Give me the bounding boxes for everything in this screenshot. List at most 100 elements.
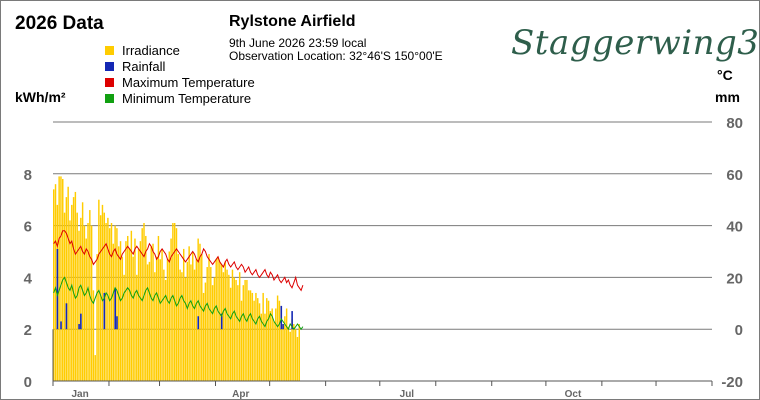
- irradiance-bar: [146, 264, 149, 381]
- right-tick-label: 40: [726, 219, 743, 236]
- irradiance-bar: [128, 248, 131, 381]
- irradiance-bar: [65, 197, 68, 381]
- irradiance-bar: [217, 256, 219, 381]
- irradiance-bar: [266, 298, 268, 381]
- rainfall-bar: [291, 311, 293, 330]
- irradiance-bar: [184, 277, 187, 381]
- left-tick-label: 0: [24, 374, 32, 391]
- left-tick-label: 4: [24, 270, 33, 287]
- rainfall-bar: [220, 313, 223, 330]
- irradiance-bar: [201, 254, 203, 381]
- irradiance-bar: [210, 267, 212, 381]
- irradiance-bar: [130, 230, 133, 381]
- rainfall-bar: [116, 316, 118, 330]
- right-tick-label: 60: [726, 167, 743, 184]
- irradiance-bar: [240, 300, 243, 381]
- irradiance-bar: [258, 303, 261, 381]
- irradiance-bar: [251, 292, 254, 381]
- x-tick-label: Jan: [71, 389, 88, 400]
- legend-swatch: [105, 62, 114, 71]
- irradiance-bar: [238, 272, 241, 381]
- irradiance-bar: [94, 355, 96, 381]
- chart-title: 2026 Data: [15, 13, 104, 34]
- irradiance-bar: [262, 292, 264, 381]
- irradiance-bar: [80, 217, 82, 381]
- irradiance-bar: [298, 324, 300, 381]
- timestamp: 9th June 2026 23:59 local: [229, 36, 367, 50]
- rainfall-bar: [80, 313, 82, 330]
- rainfall-bar: [280, 305, 283, 330]
- irradiance-bar: [204, 282, 207, 381]
- irradiance-bar: [271, 308, 273, 381]
- irradiance-bar: [213, 277, 216, 381]
- irradiance-bar: [289, 331, 291, 381]
- irradiance-bar: [276, 295, 279, 381]
- irradiance-bar: [246, 279, 248, 381]
- irradiance-bar: [83, 225, 86, 381]
- irradiance-bar: [137, 248, 140, 381]
- brand-logo: Staggerwing3: [511, 23, 760, 63]
- irradiance-bar: [141, 228, 143, 381]
- irradiance-bar: [148, 261, 151, 381]
- left-tick-label: 2: [24, 322, 32, 339]
- rainfall-bar: [78, 324, 80, 330]
- irradiance-bar: [294, 329, 297, 381]
- irradiance-bar: [242, 285, 245, 381]
- irradiance-bar: [63, 212, 66, 381]
- irradiance-bar: [190, 264, 192, 381]
- irradiance-bar: [193, 269, 196, 381]
- irradiance-bar: [280, 318, 282, 381]
- rainfall-bar: [103, 292, 106, 330]
- irradiance-bar: [155, 256, 158, 381]
- irradiance-bar: [208, 254, 210, 381]
- legend-swatch: [105, 78, 114, 87]
- irradiance-bar: [197, 238, 199, 381]
- irradiance-bar: [136, 274, 138, 381]
- irradiance-bar: [154, 272, 156, 381]
- legend-swatch: [105, 94, 114, 103]
- observation-location: Observation Location: 32°46'S 150°00'E: [229, 49, 443, 63]
- irradiance-bar: [211, 285, 214, 381]
- irradiance-bar: [170, 238, 172, 381]
- right-tick-label: 0: [735, 322, 743, 339]
- right-axis-unit-rainfall: mm: [715, 89, 740, 105]
- irradiance-bar: [110, 223, 113, 381]
- rainfall-bar: [282, 324, 284, 330]
- rainfall-bar: [60, 321, 62, 330]
- irradiance-bar: [244, 279, 246, 381]
- irradiance-bar: [296, 336, 299, 381]
- irradiance-bar: [159, 259, 161, 381]
- irradiance-bar: [127, 235, 129, 381]
- x-tick-label: Jul: [400, 389, 415, 400]
- irradiance-bar: [74, 191, 77, 381]
- legend-label: Maximum Temperature: [122, 75, 255, 90]
- right-tick-label: 20: [726, 270, 743, 287]
- irradiance-bar: [222, 272, 225, 381]
- irradiance-bar: [60, 176, 62, 381]
- x-tick-label: Apr: [232, 389, 249, 400]
- irradiance-bar: [157, 235, 160, 381]
- irradiance-bar: [228, 274, 230, 381]
- irradiance-bar: [278, 300, 281, 381]
- irradiance-bar: [282, 324, 284, 381]
- irradiance-bar: [108, 228, 111, 381]
- left-axis-unit: kWh/m²: [15, 89, 66, 105]
- irradiance-bar: [237, 285, 239, 381]
- irradiance-bar: [117, 246, 120, 381]
- irradiance-bar: [233, 277, 235, 381]
- irradiance-bar: [269, 311, 272, 381]
- rainfall-bar: [65, 303, 68, 330]
- irradiance-bar: [229, 287, 232, 381]
- legend-label: Minimum Temperature: [122, 91, 252, 106]
- left-tick-label: 6: [24, 219, 32, 236]
- right-tick-label: -20: [721, 374, 743, 391]
- irradiance-bar: [255, 292, 257, 381]
- left-tick-label: 8: [24, 167, 32, 184]
- irradiance-bar: [54, 184, 57, 381]
- right-tick-label: 80: [726, 115, 743, 132]
- irradiance-bar: [219, 261, 221, 381]
- irradiance-bar: [253, 300, 255, 381]
- legend-label: Rainfall: [122, 59, 166, 74]
